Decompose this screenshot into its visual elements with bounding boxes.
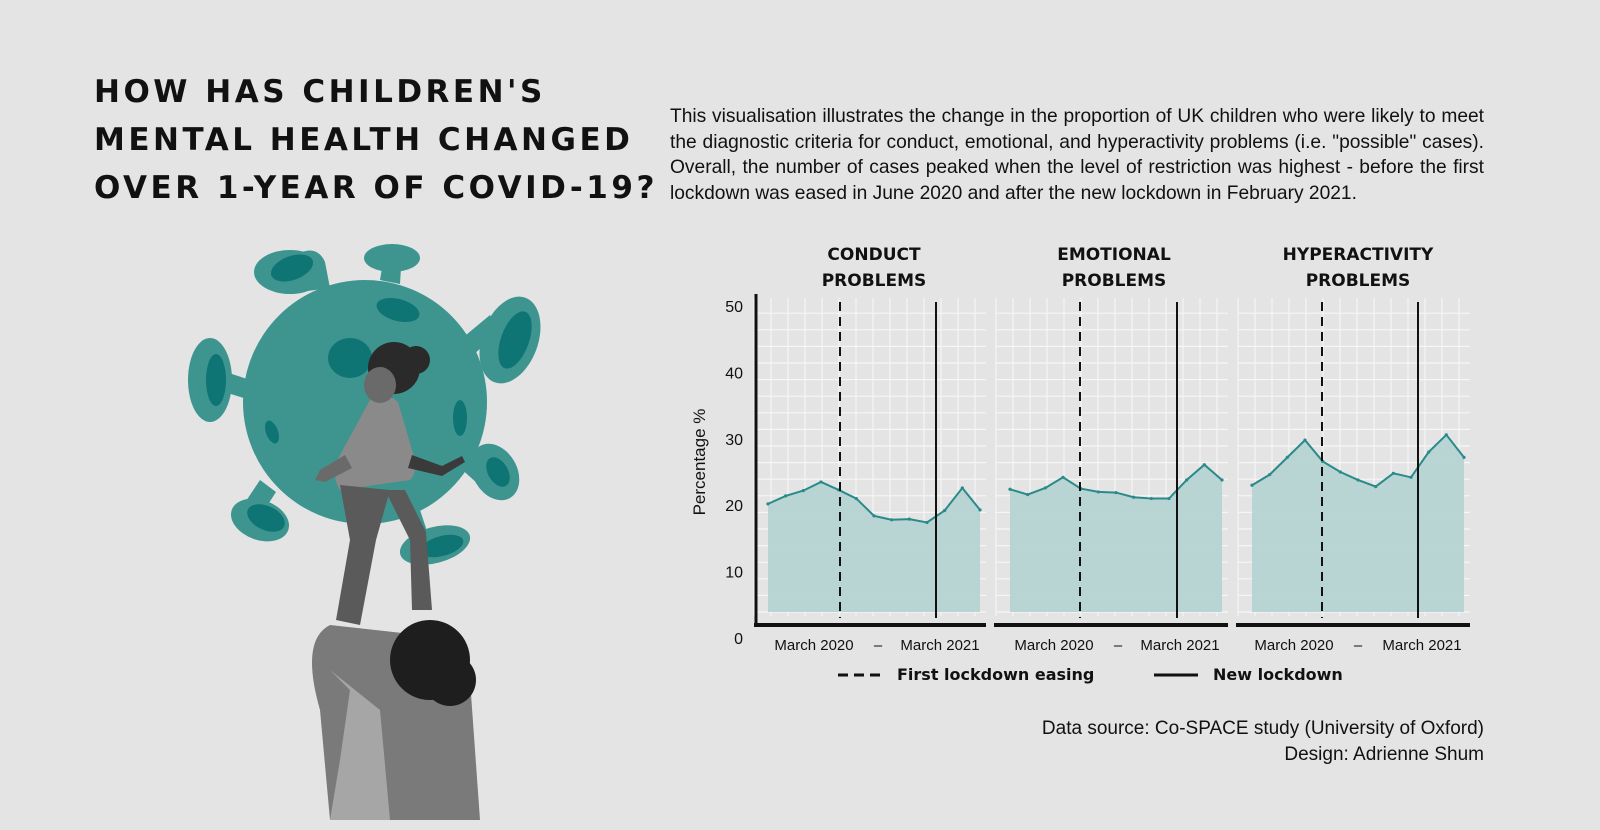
data-point [907,517,911,521]
data-point [1285,455,1289,459]
y-tick-label: 30 [725,432,743,449]
data-point [1132,495,1136,499]
panel-title: PROBLEMS [1306,271,1411,291]
design-credit-text: Design: Adrienne Shum [1284,744,1484,765]
y-tick-label: 10 [725,565,743,582]
x-tick-label: March 2021 [1382,637,1461,654]
data-point [1061,475,1065,479]
data-point [1185,478,1189,482]
data-point [1268,473,1272,477]
data-point [925,520,929,525]
data-point [1220,478,1224,482]
data-point [1462,455,1466,459]
page-title: HOW HAS CHILDREN'S MENTAL HEALTH CHANGED… [94,68,658,212]
panel-title: PROBLEMS [1062,271,1167,291]
panel-title: PROBLEMS [822,271,927,291]
description-paragraph: This visualisation illustrates the chang… [670,106,1484,204]
data-point [766,502,770,506]
x-tick-label: March 2020 [774,637,853,654]
data-point [1026,492,1030,497]
panel-title: CONDUCT [827,245,921,265]
series-area [1010,464,1222,612]
data-point [1167,496,1171,501]
y-tick-label: 0 [734,631,743,648]
data-point [819,480,823,484]
data-point [1114,490,1118,495]
data-point [1427,450,1431,454]
data-point [1356,478,1360,482]
x-tick-label: March 2020 [1254,637,1333,654]
data-point [1250,483,1254,487]
x-tick-label: March 2021 [900,637,979,654]
series-area [768,481,980,612]
y-tick-label: 50 [725,299,743,316]
title-line: OVER 1-YEAR OF COVID-19? [94,170,658,206]
data-point [1374,485,1378,489]
series-area [1252,434,1464,612]
data-point [854,496,858,501]
data-source-text: Data source: Co-SPACE study (University … [1041,718,1484,739]
data-point [1096,490,1100,494]
x-tick-label: – [1354,637,1363,654]
data-point [1008,487,1012,491]
data-point [978,508,982,512]
data-point [1338,470,1342,474]
data-point [943,508,947,513]
x-tick-label: March 2021 [1140,637,1219,654]
data-point [801,488,805,493]
data-point [960,486,964,490]
x-tick-label: – [1114,637,1123,654]
data-point [890,518,894,522]
lockdown-markers [839,302,1419,618]
panel-title: HYPERACTIVITY [1283,245,1434,265]
chart-areas [768,434,1464,612]
data-point [1303,438,1307,442]
y-tick-label: 40 [725,365,743,382]
data-point [1149,496,1153,501]
data-point [1409,475,1413,479]
legend-label: New lockdown [1213,665,1343,684]
data-point [784,494,788,498]
title-line: HOW HAS CHILDREN'S [94,74,546,110]
chart-axes [754,294,1470,627]
data-point [1444,433,1448,437]
chart-lines [766,433,1466,525]
data-point [1202,463,1206,467]
panel-title: EMOTIONAL [1057,245,1171,265]
data-point [872,514,876,518]
y-tick-label: 20 [725,498,743,515]
data-point [1391,471,1395,475]
x-tick-label: – [874,637,883,654]
source-credits: Data source: Co-SPACE study (University … [1042,716,1484,768]
x-tick-label: March 2020 [1014,637,1093,654]
virus-child-illustration [188,244,541,820]
legend-label: First lockdown easing [897,665,1094,684]
data-point [1043,486,1047,490]
title-line: MENTAL HEALTH CHANGED [94,122,634,158]
y-axis-label: Percentage % [690,409,709,516]
